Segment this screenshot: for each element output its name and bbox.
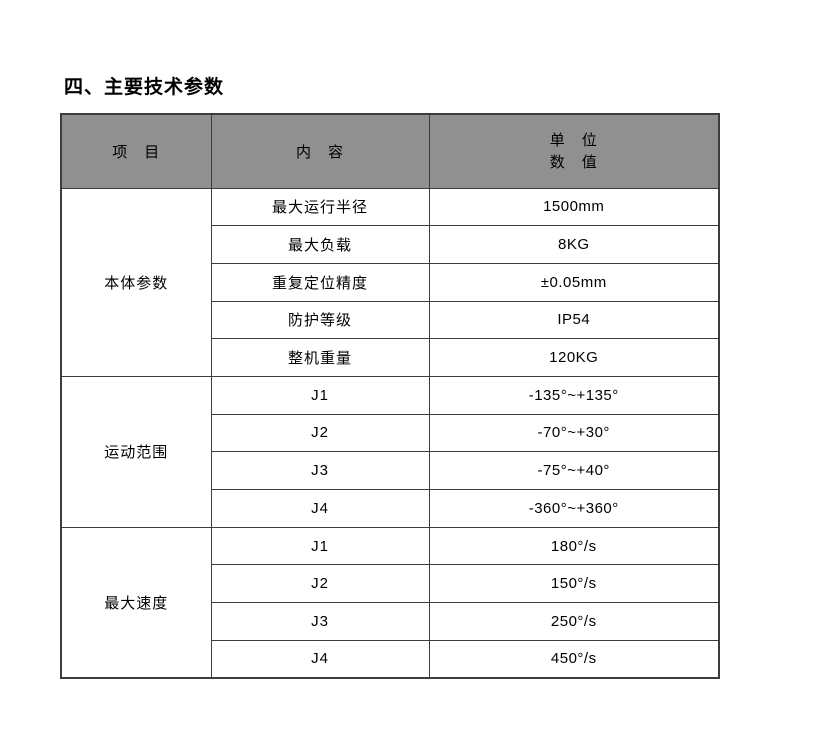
group-label-max-speed: 最大速度 [60,526,212,679]
table-row: J3 250°/s [61,602,720,641]
param-value: 120KG [428,338,720,377]
param-value: -360°~+360° [428,489,720,528]
table-header: 项 目 内 容 单 位 数 值 [60,113,720,189]
table-body: 本体参数 最大运行半径 1500mm 最大负载 8KG 重复定位精度 ±0.05… [60,187,720,679]
table-row: 防护等级 IP54 [61,300,720,340]
header-item: 项 目 [60,113,212,189]
param-label: 最大负载 [210,225,430,264]
table-row: J2 -70°~+30° [61,413,720,453]
header-content: 内 容 [210,113,430,189]
param-value: -135°~+135° [428,375,720,415]
param-value: 1500mm [428,187,720,227]
table-row: 最大速度 J1 180°/s [60,526,720,679]
param-value: -70°~+30° [428,413,720,453]
param-label: J4 [210,639,430,679]
header-row: 项 目 内 容 单 位 数 值 [60,113,720,189]
param-label: 最大运行半径 [210,187,430,227]
param-value: 250°/s [428,602,720,641]
param-value: 8KG [428,225,720,264]
param-value: 450°/s [428,639,720,679]
header-unit-line2: 数 值 [549,153,598,171]
table-row: J3 -75°~+40° [61,451,720,490]
param-label: J2 [210,413,430,453]
table-row: J2 150°/s [61,564,720,604]
table-row: 运动范围 J1 -135°~+135° [60,375,720,528]
param-value: -75°~+40° [428,451,720,490]
page-title: 四、主要技术参数 [64,77,225,98]
param-value: 180°/s [428,526,720,566]
table-row: J4 450°/s [61,639,720,679]
tech-params-table: 项 目 内 容 单 位 数 值 本体参数 最大运行半径 1500mm 最大负载 … [60,113,720,679]
table-row: 本体参数 最大运行半径 1500mm [60,187,720,377]
param-label: J1 [210,375,430,415]
param-label: 整机重量 [210,338,430,377]
param-label: J2 [210,564,430,604]
header-unit-value: 单 位 数 值 [428,113,720,189]
table-row: J4 -360°~+360° [61,489,720,528]
header-unit-line1: 单 位 [549,131,598,149]
param-value: IP54 [428,300,720,340]
param-label: J4 [210,489,430,528]
table-row: 最大负载 8KG [61,225,720,264]
group-label-motion-range: 运动范围 [60,375,212,528]
table-row: 整机重量 120KG [61,338,720,377]
group-label-body-params: 本体参数 [60,187,212,377]
param-label: J3 [210,602,430,641]
param-label: J3 [210,451,430,490]
param-label: 防护等级 [210,300,430,340]
param-value: ±0.05mm [428,262,720,302]
table-row: 重复定位精度 ±0.05mm [61,262,720,302]
param-label: 重复定位精度 [210,262,430,302]
param-label: J1 [210,526,430,566]
param-value: 150°/s [428,564,720,604]
